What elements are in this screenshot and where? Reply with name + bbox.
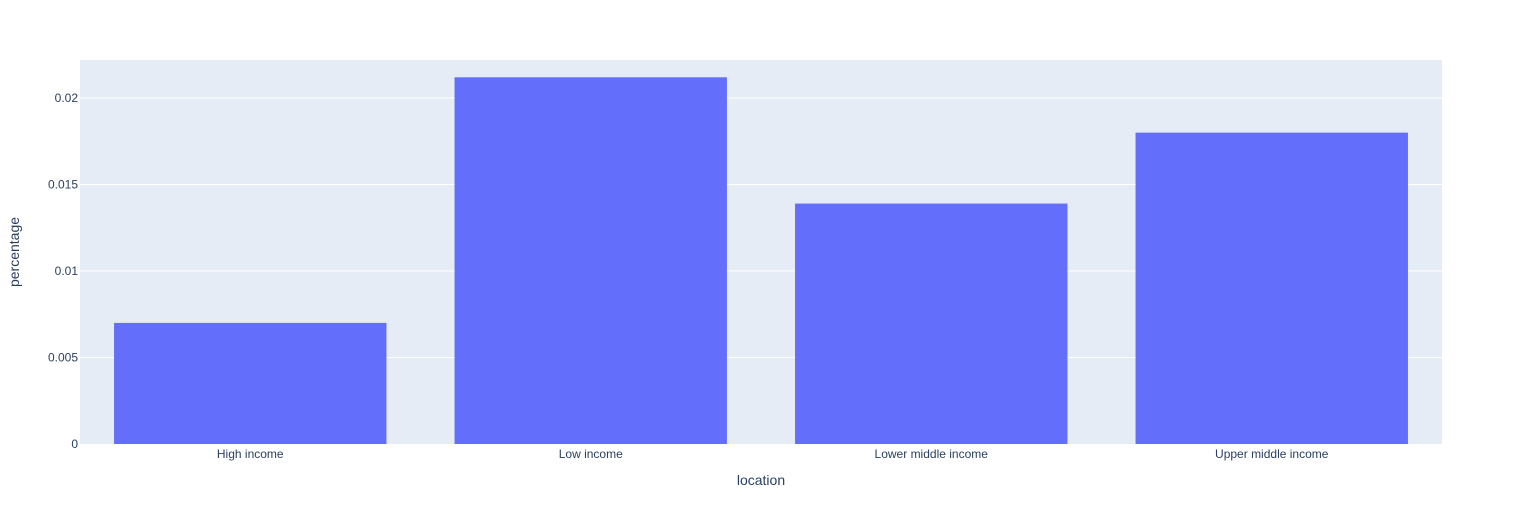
- y-axis-ticks: 0 0.005 0.01 0.015 0.02: [48, 91, 78, 451]
- bars: [114, 77, 1408, 444]
- y-tick-label: 0.015: [48, 178, 78, 192]
- y-tick-label: 0.02: [55, 91, 79, 105]
- bar[interactable]: [454, 77, 727, 444]
- y-axis-title: percentage: [6, 217, 22, 287]
- x-axis-ticks: High income Low income Lower middle income…: [217, 447, 1329, 461]
- x-tick-label: Upper middle income: [1215, 447, 1329, 461]
- y-tick-label: 0.005: [48, 351, 78, 365]
- x-tick-label: High income: [217, 447, 284, 461]
- bar[interactable]: [114, 322, 387, 444]
- x-tick-label: Low income: [559, 447, 623, 461]
- x-tick-label: Lower middle income: [875, 447, 989, 461]
- bar[interactable]: [1135, 132, 1408, 444]
- y-tick-label: 0: [71, 437, 78, 451]
- y-tick-label: 0.01: [55, 264, 79, 278]
- x-axis-title: location: [737, 472, 785, 488]
- bar[interactable]: [795, 203, 1068, 444]
